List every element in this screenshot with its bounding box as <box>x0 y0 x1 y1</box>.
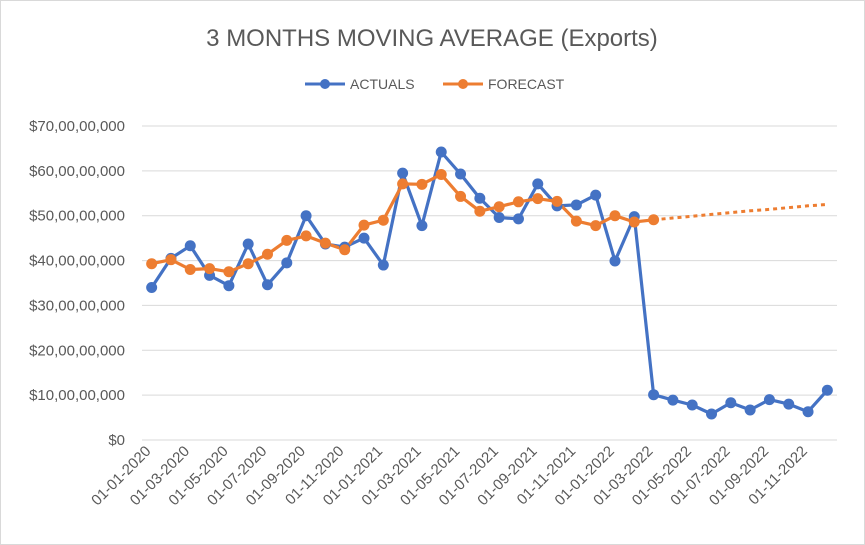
point-actuals <box>223 280 235 292</box>
point-actuals <box>281 257 293 269</box>
y-tick-label: $10,00,00,000 <box>29 387 125 404</box>
point-actuals <box>184 240 196 252</box>
point-actuals <box>686 399 698 411</box>
point-forecast <box>551 195 563 207</box>
legend-forecast-marker <box>458 79 468 89</box>
point-actuals <box>532 178 544 190</box>
point-forecast <box>397 178 409 190</box>
point-actuals <box>783 398 795 410</box>
point-forecast <box>474 205 486 217</box>
point-forecast <box>300 230 312 242</box>
y-axis: $0 $10,00,00,000 $20,00,00,000 $30,00,00,00… <box>29 118 125 449</box>
point-actuals <box>358 232 370 244</box>
point-forecast <box>512 196 524 208</box>
point-forecast <box>609 210 621 222</box>
point-forecast <box>570 215 582 227</box>
point-actuals <box>261 279 273 291</box>
series-line-actuals <box>150 150 829 416</box>
point-actuals <box>377 259 389 271</box>
point-forecast <box>377 214 389 226</box>
legend-forecast-label: FORECAST <box>488 76 565 92</box>
point-forecast <box>590 220 602 232</box>
point-forecast <box>204 263 216 275</box>
point-actuals <box>763 394 775 406</box>
point-actuals <box>570 199 582 211</box>
point-forecast <box>261 248 273 260</box>
y-tick-label: $40,00,00,000 <box>29 253 125 270</box>
point-actuals <box>416 220 428 232</box>
y-tick-label: $50,00,00,000 <box>29 208 125 225</box>
point-forecast <box>242 258 254 270</box>
point-forecast <box>184 264 196 276</box>
point-actuals <box>706 408 718 420</box>
y-tick-label: $30,00,00,000 <box>29 297 125 314</box>
point-forecast <box>455 190 467 202</box>
point-forecast <box>358 219 370 231</box>
point-actuals <box>512 213 524 225</box>
point-actuals <box>802 406 814 418</box>
point-actuals <box>300 210 312 222</box>
point-forecast <box>648 214 660 226</box>
point-actuals <box>474 192 486 204</box>
chart-title: 3 MONTHS MOVING AVERAGE (Exports) <box>206 25 658 52</box>
point-actuals <box>667 394 679 406</box>
point-forecast <box>223 266 235 278</box>
point-forecast <box>281 234 293 246</box>
point-forecast <box>165 254 177 266</box>
point-forecast <box>532 193 544 205</box>
point-actuals <box>397 167 409 179</box>
point-forecast <box>146 258 158 270</box>
point-actuals <box>821 384 833 396</box>
point-actuals <box>455 168 467 180</box>
point-actuals <box>590 189 602 201</box>
point-actuals <box>242 238 254 250</box>
series <box>146 146 833 420</box>
point-actuals <box>435 146 447 158</box>
point-forecast <box>435 168 447 180</box>
point-forecast <box>416 178 428 190</box>
point-forecast <box>493 201 505 213</box>
legend-actuals-label: ACTUALS <box>350 76 415 92</box>
point-actuals <box>146 281 158 293</box>
point-actuals <box>493 212 505 224</box>
legend-actuals-marker <box>320 79 330 89</box>
forecast-trend-line <box>653 203 828 222</box>
y-tick-label: $20,00,00,000 <box>29 342 125 359</box>
y-tick-label: $60,00,00,000 <box>29 163 125 180</box>
x-axis: 01-01-202001-03-202001-05-202001-07-2020… <box>88 443 811 509</box>
point-forecast <box>628 216 640 228</box>
y-tick-label: $0 <box>108 432 125 449</box>
point-actuals <box>648 389 660 401</box>
gridlines <box>142 125 837 441</box>
legend: ACTUALS FORECAST <box>305 76 565 92</box>
point-forecast <box>339 244 351 256</box>
point-actuals <box>744 404 756 416</box>
point-actuals <box>609 255 621 267</box>
y-tick-label: $70,00,00,000 <box>29 118 125 135</box>
point-forecast <box>319 237 331 249</box>
point-actuals <box>725 397 737 409</box>
